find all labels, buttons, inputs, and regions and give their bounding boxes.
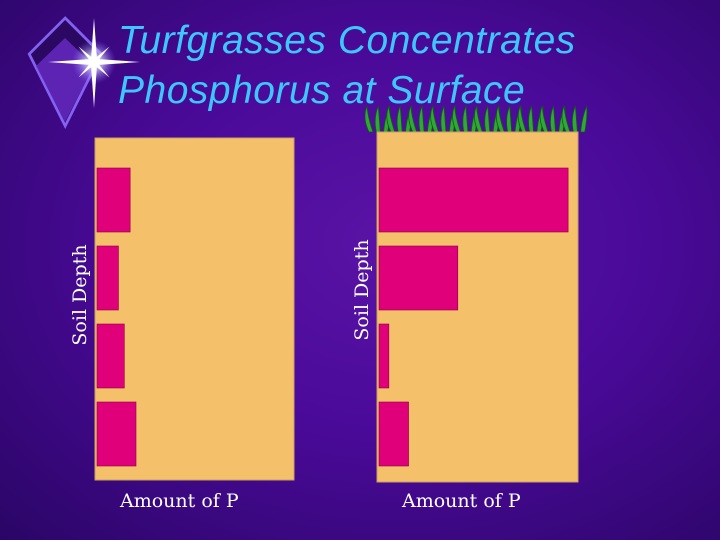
chart-left-no-turf (94, 137, 295, 481)
chart-left-xlabel: Amount of P (120, 490, 239, 512)
chart-right-xlabel: Amount of P (402, 490, 521, 512)
chart-right-ylabel: Soil Depth (351, 239, 373, 341)
chart-left-ylabel: Soil Depth (69, 244, 91, 346)
grass-blades-icon (365, 105, 588, 133)
chart-right-bar-4 (378, 401, 409, 467)
chart-right-bar-3 (378, 323, 390, 389)
star-sparkle-icon (27, 16, 140, 130)
chart-right-bar-2 (378, 245, 459, 311)
chart-left-bar-3 (96, 323, 125, 389)
slide-title-line-2: Phosphorus at Surface (118, 69, 526, 112)
chart-right-turf (376, 131, 579, 483)
chart-left-bar-1 (96, 167, 131, 233)
chart-left-bar-2 (96, 245, 119, 311)
chart-left-bar-4 (96, 401, 137, 467)
slide-title-line-1: Turfgrasses Concentrates (118, 19, 576, 62)
chart-right-bar-1 (378, 167, 569, 233)
